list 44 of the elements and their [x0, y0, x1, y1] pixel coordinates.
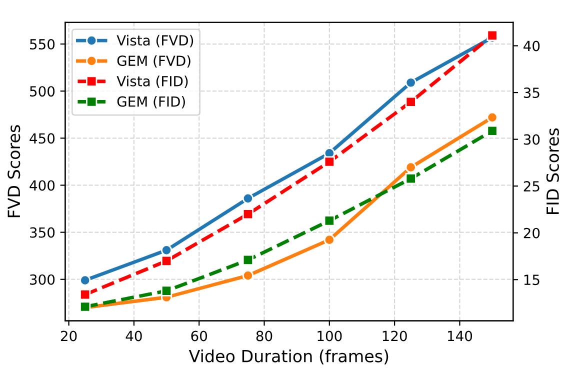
point: [160, 285, 172, 296]
y2-tick-label: 25: [524, 181, 540, 192]
point: [160, 255, 172, 266]
x-tick-label: 140: [448, 330, 472, 342]
y2-tick-label: 20: [524, 228, 540, 238]
point: [242, 254, 254, 266]
point: [242, 208, 254, 220]
y-tick-label: 500: [30, 86, 55, 97]
x-tick-label: 60: [191, 330, 208, 342]
point: [80, 289, 91, 300]
point: [486, 125, 498, 136]
legend-label: Vista (FVD): [116, 34, 194, 48]
y2-axis-title: FID Scores: [546, 128, 559, 214]
y-tick-label: 300: [30, 274, 55, 285]
x-tick-label: 120: [382, 330, 407, 342]
y-tick-label: 450: [30, 133, 55, 144]
point: [242, 192, 254, 204]
legend-label: GEM (FVD): [117, 55, 190, 68]
point: [242, 270, 254, 282]
legend-label: GEM (FID): [117, 96, 185, 108]
x-tick-label: 100: [318, 330, 342, 342]
y2-tick-label: 15: [524, 274, 540, 286]
point: [486, 112, 498, 124]
y-tick-label: 550: [30, 39, 55, 50]
point: [405, 77, 416, 88]
point: [324, 215, 335, 226]
point: [324, 156, 335, 168]
x-tick-label: 80: [256, 330, 272, 342]
x-axis-title: Video Duration (frames): [188, 350, 388, 364]
y-tick-label: 400: [30, 180, 55, 191]
y2-tick-label: 30: [524, 134, 540, 145]
point: [405, 173, 416, 184]
y2-tick-label: 40: [524, 40, 540, 52]
point: [405, 96, 416, 108]
legend-label: Vista (FID): [116, 76, 188, 88]
y-axis-title: FVD Scores: [8, 125, 20, 218]
point: [405, 162, 416, 173]
y2-tick-label: 35: [524, 88, 540, 98]
point: [80, 274, 91, 286]
x-tick-label: 40: [126, 330, 142, 342]
x-tick-label: 20: [60, 330, 77, 342]
point: [160, 244, 172, 256]
y-tick-label: 350: [30, 227, 55, 238]
point: [324, 234, 335, 246]
